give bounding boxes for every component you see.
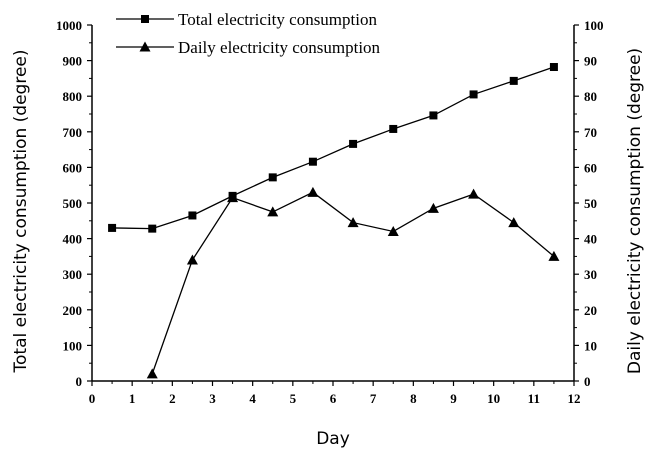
- legend: Total electricity consumption Daily elect…: [116, 10, 381, 57]
- y-left-tick-label: 300: [63, 267, 83, 282]
- data-point: [389, 124, 398, 133]
- y-left-tick-label: 700: [63, 125, 83, 140]
- x-tick-label: 12: [568, 391, 581, 406]
- y-left-tick-label: 200: [63, 303, 83, 318]
- x-tick-label: 11: [528, 391, 540, 406]
- data-point: [509, 76, 518, 85]
- data-point: [468, 188, 480, 199]
- x-tick-label: 9: [450, 391, 457, 406]
- x-tick-label: 4: [249, 391, 256, 406]
- x-tick-label: 1: [129, 391, 136, 406]
- data-point: [227, 192, 239, 203]
- data-point: [267, 206, 279, 217]
- data-point: [508, 217, 520, 228]
- x-tick-label: 0: [89, 391, 96, 406]
- data-point: [549, 63, 558, 72]
- x-tick-label: 2: [169, 391, 176, 406]
- data-point: [148, 224, 157, 233]
- y-axis-right-title: Daily electricity consumption (degree): [625, 48, 645, 374]
- legend-item-1: Total electricity consumption: [116, 10, 377, 29]
- y-right-tick-label: 60: [584, 160, 597, 175]
- x-tick-label: 8: [410, 391, 417, 406]
- legend-label: Total electricity consumption: [178, 10, 377, 29]
- x-tick-label: 10: [487, 391, 500, 406]
- y-left-tick-label: 1000: [56, 18, 82, 33]
- data-point: [108, 223, 117, 232]
- y-left-tick-label: 400: [63, 232, 83, 247]
- y-left-tick-label: 500: [63, 196, 83, 211]
- data-point: [307, 186, 319, 197]
- x-tick-label: 5: [290, 391, 297, 406]
- data-point: [469, 90, 478, 99]
- data-point: [347, 217, 359, 228]
- axes: 0 1 2 3 4 5 6 7 8 9 10 11 12010020030040050060070080…: [56, 18, 604, 406]
- x-tick-label: 7: [370, 391, 377, 406]
- y-left-tick-label: 800: [63, 89, 83, 104]
- y-left-tick-label: 900: [63, 54, 83, 69]
- x-tick-label: 3: [209, 391, 216, 406]
- data-point: [188, 211, 197, 220]
- y-right-tick-label: 10: [584, 338, 597, 353]
- y-left-tick-label: 600: [63, 160, 83, 175]
- y-right-tick-label: 30: [584, 267, 597, 282]
- y-right-tick-label: 40: [584, 232, 597, 247]
- legend-marker: [141, 15, 149, 23]
- y-axis-left-title: Total electricity consumption (degree): [11, 50, 31, 374]
- y-right-tick-label: 90: [584, 54, 597, 69]
- x-axis-title: Day: [316, 429, 350, 449]
- y-right-tick-label: 80: [584, 89, 597, 104]
- data-point: [146, 368, 158, 379]
- data-point: [268, 173, 277, 182]
- y-right-tick-label: 100: [584, 18, 604, 33]
- series-layer: [108, 63, 560, 379]
- legend-marker: [139, 41, 151, 52]
- y-left-tick-label: 100: [63, 338, 83, 353]
- data-point: [387, 225, 399, 236]
- legend-item-2: Daily electricity consumption: [116, 38, 381, 57]
- y-right-tick-label: 50: [584, 196, 597, 211]
- y-right-tick-label: 70: [584, 125, 597, 140]
- data-point: [548, 250, 560, 261]
- data-point: [308, 157, 317, 166]
- x-tick-label: 6: [330, 391, 337, 406]
- series-line: [112, 66, 555, 230]
- y-right-tick-label: 0: [584, 374, 591, 389]
- y-right-tick-label: 20: [584, 303, 597, 318]
- data-point: [349, 139, 358, 148]
- data-point: [427, 202, 439, 213]
- data-point: [429, 111, 438, 120]
- legend-label: Daily electricity consumption: [178, 38, 381, 57]
- data-point: [186, 254, 198, 265]
- y-left-tick-label: 0: [76, 374, 83, 389]
- series-2: [146, 186, 560, 379]
